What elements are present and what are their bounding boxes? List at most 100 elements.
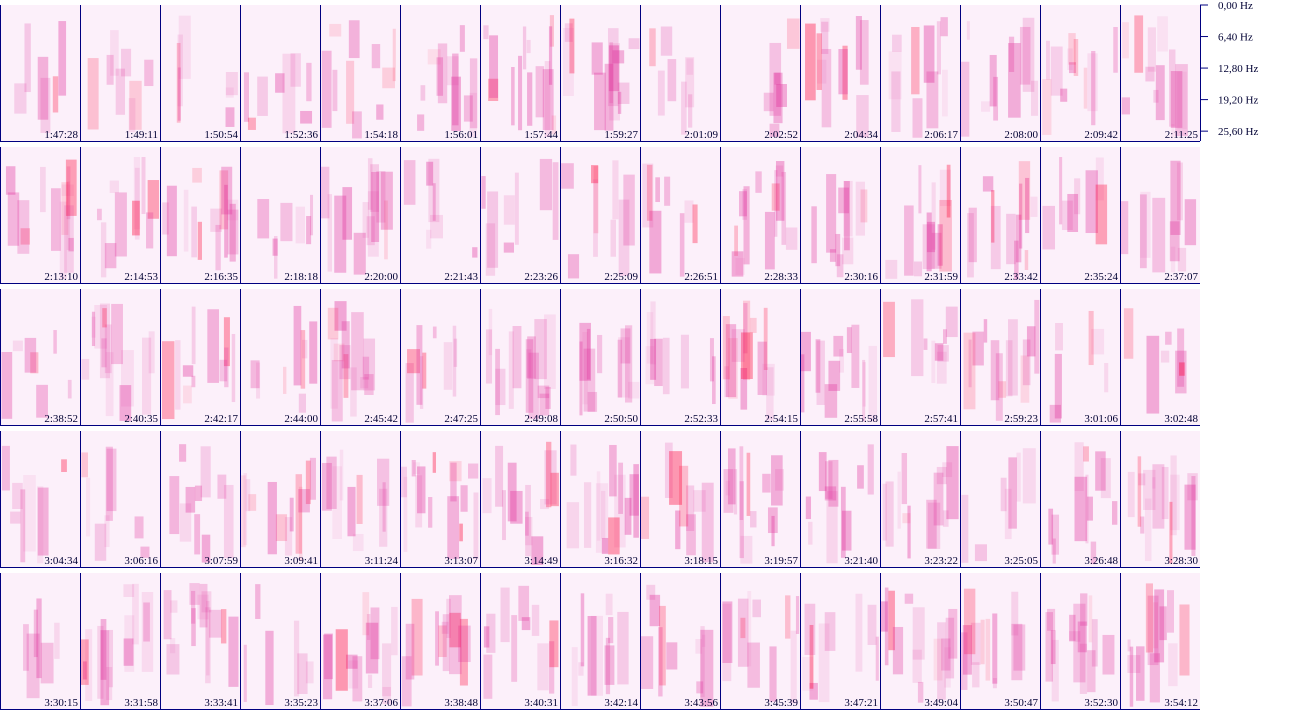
texture [1088, 595, 1093, 643]
panel [480, 573, 560, 709]
texture [743, 186, 750, 265]
texture [1069, 614, 1076, 641]
texture [205, 607, 211, 684]
texture [367, 674, 373, 688]
texture [769, 646, 777, 702]
texture [722, 316, 730, 380]
texture [805, 23, 816, 101]
texture [243, 72, 250, 122]
texture [382, 67, 395, 89]
texture [220, 609, 227, 644]
texture [1085, 474, 1089, 544]
texture [85, 477, 91, 537]
time-label: 2:14:53 [124, 271, 158, 283]
texture [210, 208, 222, 232]
panel [80, 5, 160, 141]
texture [839, 348, 844, 373]
texture [179, 503, 192, 542]
time-label: 2:50:50 [604, 413, 638, 425]
time-label: 2:28:33 [764, 271, 798, 283]
texture [747, 591, 752, 667]
texture [666, 642, 678, 670]
texture [197, 594, 209, 620]
texture [448, 595, 462, 675]
texture [649, 210, 662, 274]
texture [347, 486, 356, 537]
texture [1080, 593, 1088, 626]
texture [818, 452, 827, 492]
texture [742, 189, 747, 220]
texture [123, 584, 135, 598]
panel [160, 431, 240, 567]
texture [974, 544, 987, 562]
texture [1087, 496, 1093, 521]
texture [1169, 501, 1173, 564]
texture [679, 465, 689, 527]
texture [140, 546, 150, 558]
texture [582, 332, 588, 405]
panel [0, 147, 80, 283]
texture [488, 78, 499, 102]
texture [142, 337, 152, 415]
texture [1168, 643, 1178, 687]
texture [185, 486, 196, 513]
texture [411, 598, 423, 676]
panel [560, 573, 640, 709]
texture [437, 43, 448, 104]
texture [229, 203, 236, 262]
panel [1120, 573, 1200, 709]
texture [1008, 36, 1015, 72]
texture [298, 489, 310, 513]
texture [37, 487, 49, 556]
texture [458, 625, 471, 663]
texture [450, 462, 457, 502]
texture [280, 202, 293, 242]
texture [766, 367, 774, 421]
texture [1169, 221, 1180, 262]
texture [438, 625, 447, 658]
texture [842, 45, 848, 100]
texture [348, 660, 359, 689]
texture [923, 338, 928, 350]
time-label: 1:56:01 [444, 129, 478, 141]
texture [1008, 457, 1017, 529]
texture [1147, 595, 1159, 666]
texture [612, 50, 625, 64]
texture [862, 359, 866, 422]
time-label: 3:19:57 [764, 555, 798, 567]
panel [640, 147, 720, 283]
texture [786, 18, 800, 49]
texture [1067, 193, 1079, 232]
texture [330, 337, 338, 409]
texture [447, 496, 460, 559]
texture [960, 632, 968, 690]
panel [1040, 5, 1120, 141]
texture [911, 26, 920, 95]
texture [362, 356, 370, 380]
texture [267, 481, 277, 555]
texture [512, 325, 522, 389]
texture [351, 312, 364, 391]
texture [1, 351, 13, 419]
texture [85, 629, 93, 702]
texture [828, 360, 841, 391]
texture [1006, 213, 1016, 265]
texture [37, 56, 49, 120]
texture [403, 160, 416, 205]
texture [293, 620, 300, 697]
texture [981, 101, 991, 112]
texture [818, 623, 830, 703]
texture [1179, 604, 1190, 676]
texture [912, 649, 922, 683]
panel [0, 289, 80, 425]
texture [334, 301, 347, 331]
texture [511, 66, 515, 126]
texture [20, 489, 26, 563]
texture [685, 57, 695, 108]
texture [1073, 603, 1086, 683]
texture [371, 171, 380, 243]
texture [100, 619, 107, 680]
texture [771, 183, 780, 211]
texture [197, 221, 202, 260]
